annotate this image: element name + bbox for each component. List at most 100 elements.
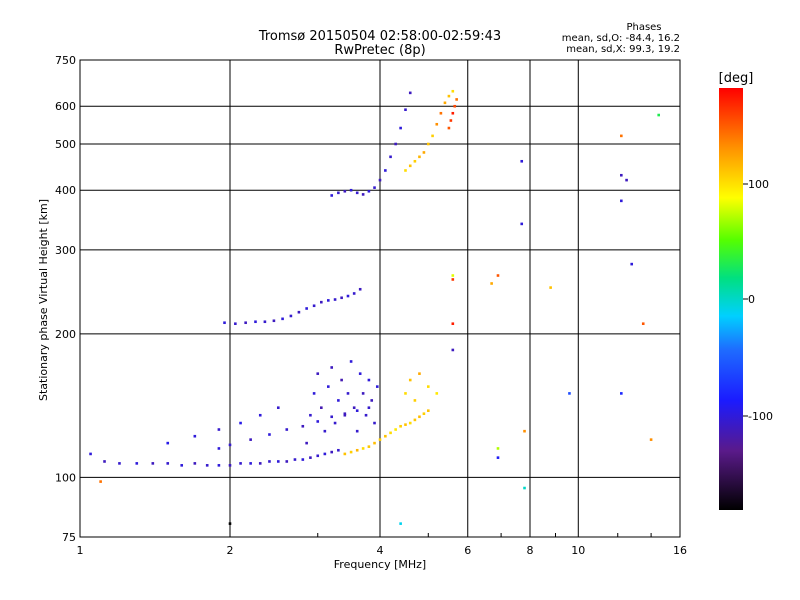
data-point	[413, 418, 417, 422]
data-point	[234, 322, 237, 326]
data-point	[447, 126, 451, 130]
data-point	[301, 458, 305, 461]
data-point	[337, 448, 340, 452]
data-point	[343, 412, 347, 416]
data-point	[657, 113, 660, 117]
y-tick-label: 400	[55, 184, 76, 197]
data-point	[378, 178, 382, 182]
data-point	[320, 300, 323, 304]
data-point	[404, 169, 407, 172]
stats-x-line: mean, sd,X: 99.3, 19.2	[566, 44, 680, 55]
y-tick-label: 100	[55, 471, 76, 484]
colorbar-tick-label-minus100: -100	[748, 410, 773, 423]
data-point	[268, 433, 271, 436]
data-point	[451, 89, 455, 93]
x-tick-label: 1	[77, 544, 84, 557]
data-point	[355, 448, 359, 452]
data-point	[352, 406, 356, 410]
data-point	[166, 462, 170, 465]
data-point	[422, 412, 426, 416]
data-point	[316, 420, 320, 423]
x-axis-label: Frequency [MHz]	[334, 558, 426, 571]
data-point	[649, 438, 653, 441]
data-point	[361, 447, 365, 450]
data-point	[349, 188, 353, 192]
data-point	[523, 429, 526, 433]
chart-title-line1: Tromsø 20150504 02:58:00-02:59:43	[258, 29, 501, 44]
data-point	[333, 298, 337, 301]
data-point	[254, 320, 257, 324]
y-tick-label: 200	[55, 328, 76, 341]
data-point	[451, 111, 455, 115]
y-axis-label: Stationary phase Virtual Height [km]	[37, 199, 50, 401]
data-point	[496, 274, 500, 277]
y-tick-label: 600	[55, 100, 76, 113]
data-point	[323, 429, 327, 433]
colorbar	[719, 88, 743, 510]
data-point	[312, 392, 316, 395]
data-point	[370, 399, 374, 402]
x-tick-label: 16	[673, 544, 687, 557]
chart-title-line2: RwPretec (8p)	[334, 43, 425, 58]
data-point	[316, 454, 320, 458]
data-point	[193, 434, 197, 438]
data-point	[358, 287, 362, 291]
data-point	[520, 159, 524, 163]
data-point	[404, 108, 407, 112]
data-point	[384, 434, 387, 438]
stats-title: Phases	[626, 22, 661, 33]
data-point	[408, 378, 412, 382]
data-point	[418, 372, 421, 375]
data-point	[355, 409, 359, 412]
data-point	[323, 452, 327, 456]
data-point	[422, 151, 426, 154]
data-point	[384, 169, 387, 172]
data-point	[103, 460, 106, 463]
data-point	[435, 392, 439, 395]
data-point	[305, 441, 308, 445]
data-point	[151, 462, 155, 465]
data-point	[439, 111, 443, 115]
data-point	[451, 322, 455, 326]
data-point	[361, 193, 365, 196]
data-point	[297, 310, 301, 314]
data-point	[217, 428, 221, 431]
data-point	[135, 462, 139, 465]
data-point	[337, 399, 340, 402]
stats-o-line: mean, sd,O: -84.4, 16.2	[562, 33, 680, 44]
data-point	[340, 378, 343, 382]
data-point	[205, 464, 209, 467]
data-point	[244, 321, 247, 325]
data-point	[258, 413, 262, 417]
data-point	[239, 421, 242, 425]
colorbar-tick-label-0: 0	[748, 293, 755, 306]
data-point	[361, 392, 365, 395]
data-point	[217, 464, 221, 467]
data-point	[330, 366, 334, 369]
data-point	[330, 450, 334, 454]
data-point	[373, 421, 376, 425]
y-tick-label: 300	[55, 244, 76, 257]
data-point	[404, 423, 407, 426]
data-point	[228, 443, 232, 447]
data-point	[418, 155, 421, 159]
data-point	[330, 194, 334, 197]
data-point	[316, 372, 320, 375]
data-point	[217, 447, 221, 450]
data-point	[289, 314, 293, 318]
data-point	[327, 299, 330, 302]
data-point	[496, 447, 500, 450]
data-point	[327, 385, 330, 388]
data-point	[399, 126, 402, 130]
data-point	[641, 322, 645, 326]
data-points	[89, 89, 660, 525]
data-point	[312, 304, 316, 308]
data-point	[228, 522, 232, 525]
data-point	[99, 480, 102, 483]
data-point	[276, 460, 280, 463]
data-point	[630, 262, 634, 266]
data-point	[373, 441, 376, 445]
data-point	[418, 415, 421, 419]
data-point	[343, 452, 347, 456]
